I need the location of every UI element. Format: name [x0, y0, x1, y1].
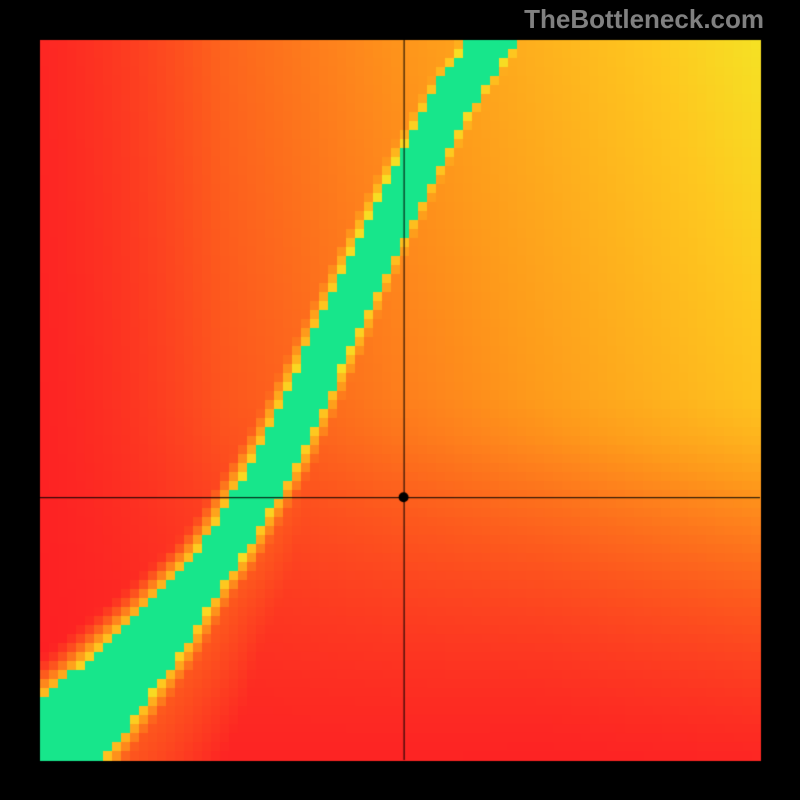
- chart-container: { "canvas": { "width": 800, "height": 80…: [0, 0, 800, 800]
- watermark-text: TheBottleneck.com: [524, 4, 764, 35]
- heatmap-plot: [0, 0, 800, 800]
